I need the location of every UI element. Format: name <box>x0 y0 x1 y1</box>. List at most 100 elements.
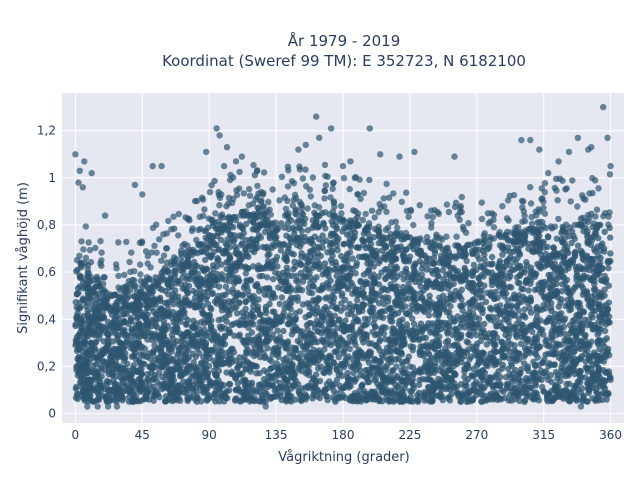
data-point <box>398 367 405 374</box>
data-point <box>184 317 192 324</box>
data-point <box>73 347 81 354</box>
data-point <box>426 292 433 299</box>
data-point <box>569 325 577 332</box>
data-point <box>310 246 317 254</box>
data-point <box>240 313 248 320</box>
data-point <box>144 370 151 378</box>
data-point <box>458 320 465 328</box>
data-point <box>544 317 551 324</box>
data-point <box>524 363 532 370</box>
data-point <box>364 378 371 386</box>
data-point <box>290 251 297 258</box>
data-point <box>389 367 396 374</box>
data-point <box>296 339 304 346</box>
data-point <box>485 380 493 387</box>
data-point <box>178 344 185 351</box>
data-point <box>436 294 443 301</box>
data-point <box>496 283 503 290</box>
data-point <box>601 327 609 335</box>
data-point <box>492 348 499 356</box>
data-point <box>270 363 277 371</box>
data-point <box>272 269 279 276</box>
data-point <box>378 381 385 388</box>
data-point <box>382 364 389 371</box>
data-point <box>123 381 130 389</box>
data-point <box>276 318 284 325</box>
data-point <box>450 318 458 325</box>
data-point <box>545 234 552 241</box>
data-point <box>466 325 473 332</box>
data-point <box>159 380 166 388</box>
data-point <box>337 280 344 288</box>
data-point <box>429 339 436 346</box>
data-point <box>389 318 396 325</box>
data-point <box>370 234 378 241</box>
data-point <box>544 243 551 251</box>
data-point <box>355 308 363 315</box>
data-point <box>448 253 455 261</box>
data-point <box>211 391 218 398</box>
data-point <box>574 272 581 279</box>
data-point <box>387 343 394 350</box>
data-point <box>526 305 533 312</box>
data-point <box>181 263 188 270</box>
data-point <box>602 369 609 376</box>
data-point <box>576 263 583 270</box>
data-point <box>423 341 430 348</box>
data-point <box>169 290 177 298</box>
data-point <box>278 396 285 404</box>
data-point <box>316 377 324 385</box>
data-point <box>455 344 463 352</box>
data-point <box>540 293 547 300</box>
data-point <box>463 257 470 265</box>
data-point <box>356 367 363 374</box>
data-point <box>498 348 505 355</box>
data-point <box>347 396 354 403</box>
data-point <box>317 287 324 294</box>
data-point <box>480 392 488 399</box>
data-point <box>95 368 102 376</box>
data-point <box>123 336 131 344</box>
data-point <box>241 337 248 344</box>
data-point <box>303 393 310 400</box>
data-point <box>94 331 101 339</box>
data-point <box>340 360 348 368</box>
data-point <box>529 328 536 335</box>
data-point <box>262 330 270 337</box>
data-point <box>533 234 540 241</box>
data-point <box>226 381 234 388</box>
data-point <box>123 295 131 302</box>
data-point <box>429 397 436 404</box>
data-point <box>426 357 434 364</box>
data-point <box>406 288 413 296</box>
data-point <box>288 331 296 338</box>
data-point <box>447 375 454 383</box>
data-point <box>85 317 92 324</box>
data-point <box>457 302 464 309</box>
data-point <box>312 211 319 219</box>
data-point <box>215 386 223 393</box>
data-point <box>512 348 519 356</box>
data-point <box>499 263 506 270</box>
data-point <box>482 298 490 306</box>
data-point <box>411 269 418 276</box>
data-point <box>595 302 602 309</box>
data-point <box>515 237 522 244</box>
data-point <box>594 390 601 397</box>
data-point <box>388 376 395 384</box>
data-point <box>436 339 443 346</box>
data-point <box>229 345 236 353</box>
data-point <box>581 316 589 323</box>
data-point <box>472 314 479 321</box>
data-point <box>269 382 277 389</box>
data-point <box>477 356 485 364</box>
data-point <box>555 303 563 310</box>
data-point <box>374 366 382 373</box>
data-point <box>218 261 225 268</box>
data-point <box>265 373 272 381</box>
data-point <box>516 397 523 405</box>
data-point <box>346 300 353 308</box>
data-point <box>292 382 299 390</box>
data-point <box>604 257 612 265</box>
data-point <box>506 269 514 276</box>
